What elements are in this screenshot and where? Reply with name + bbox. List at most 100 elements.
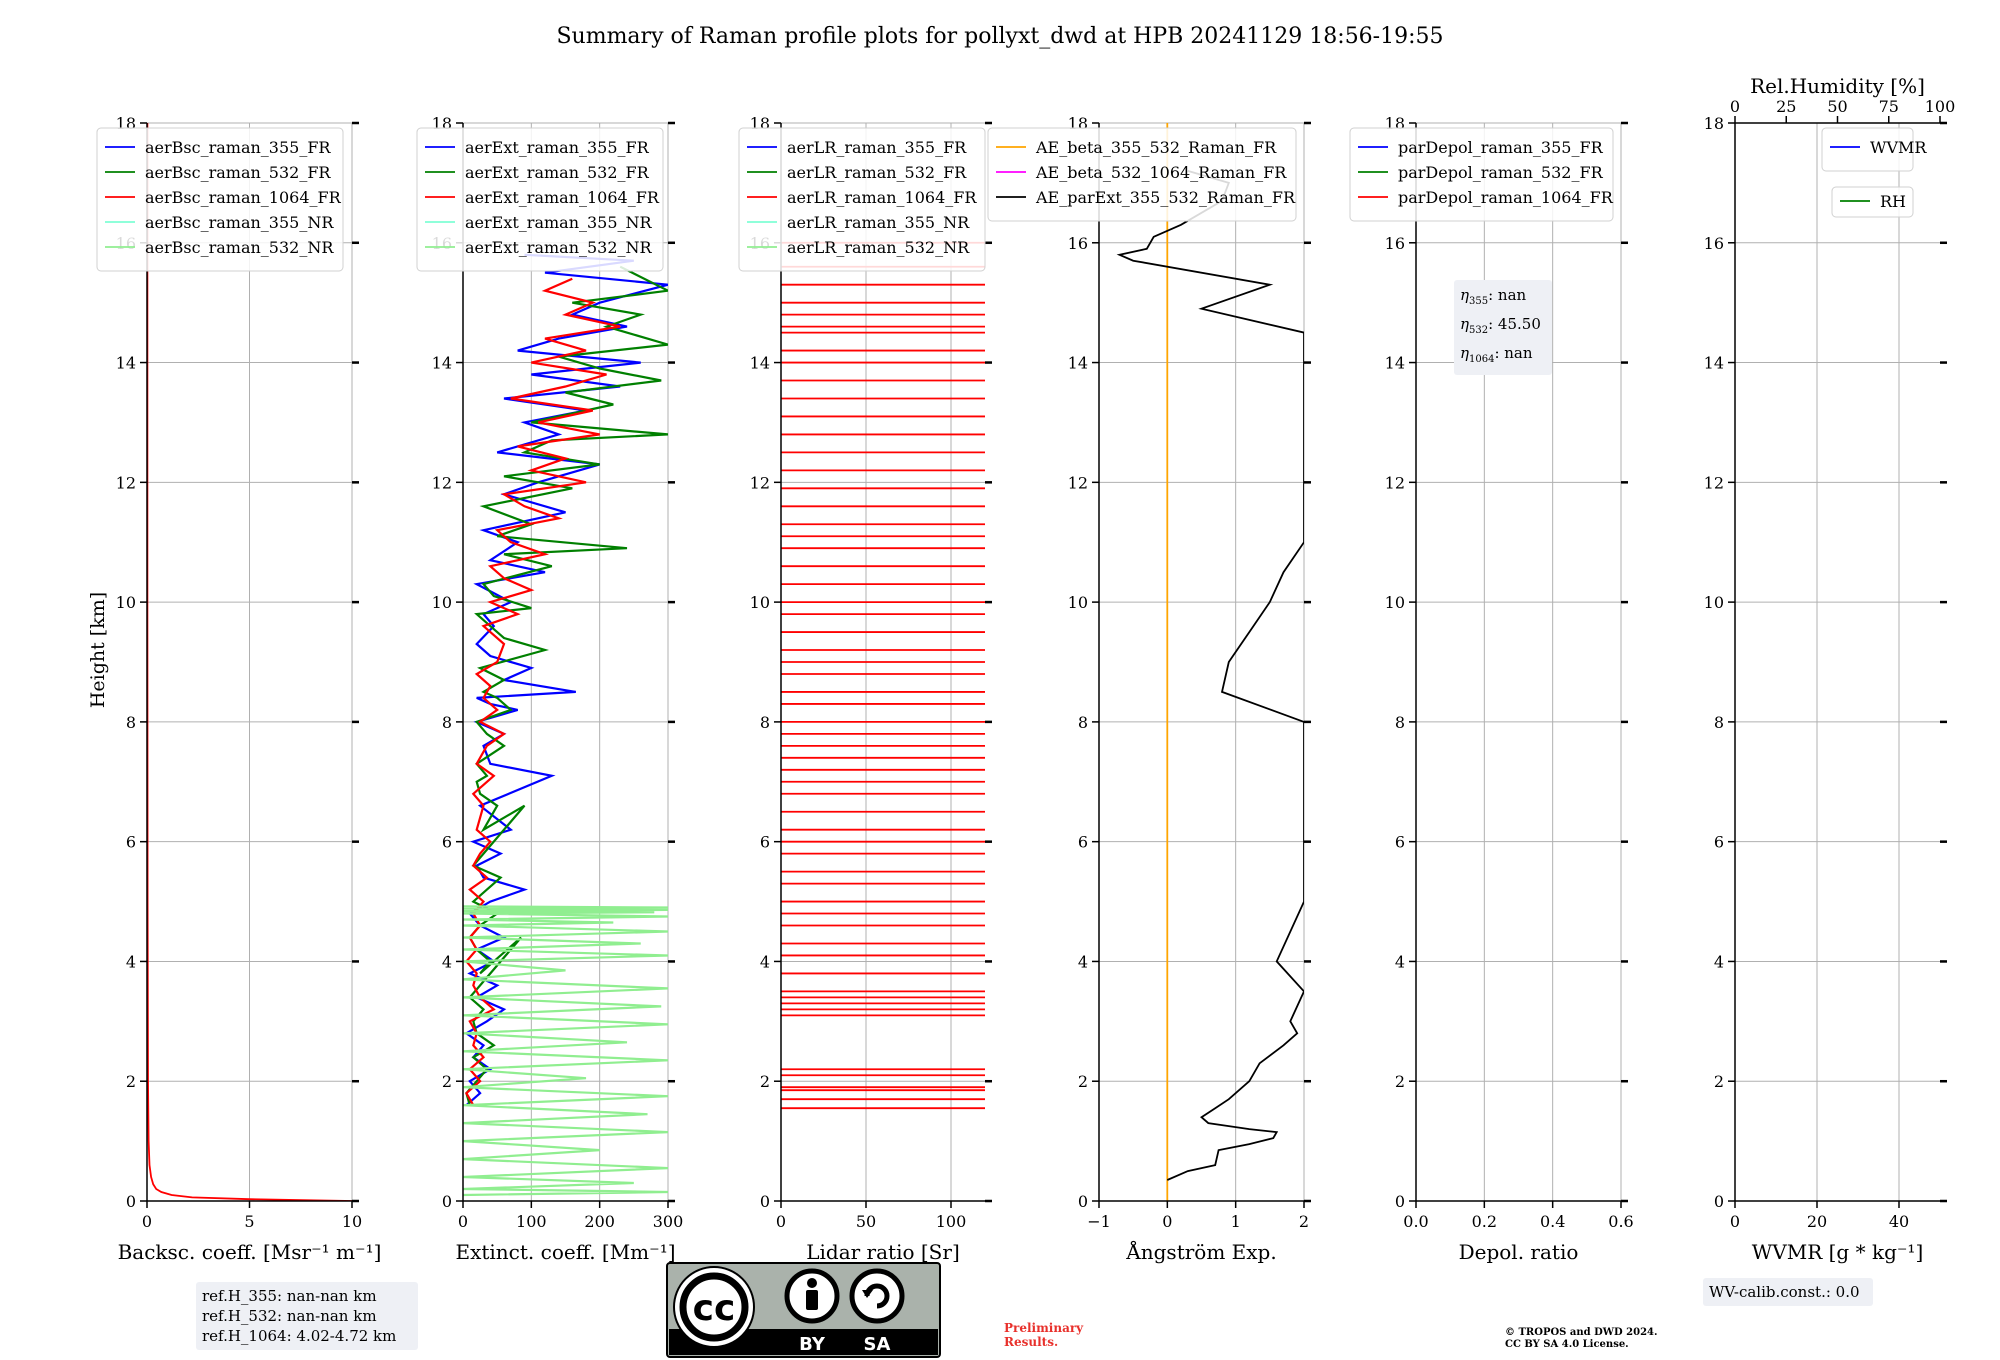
wv-calibration-box: WV-calib.const.: 0.0: [1703, 1278, 1873, 1306]
ref-height-355: ref.H_355: nan-nan km: [202, 1287, 377, 1305]
x-axis-label: Lidar ratio [Sr]: [806, 1240, 960, 1264]
legend-label: RH: [1880, 192, 1906, 211]
y-tick-label: 2: [760, 1072, 770, 1091]
y-tick-label: 4: [760, 952, 770, 971]
y-tick-label: 6: [1395, 833, 1405, 852]
y-tick-label: 4: [1395, 952, 1405, 971]
y-tick-label: 14: [432, 354, 452, 373]
x-tick-label: 50: [856, 1212, 876, 1231]
panel-wvmr: 0 2 4 6 8 10 12 14 16 18 0 20 40 WVMR [g * kg⁻¹] 0 25 50…: [1704, 74, 1956, 1264]
legend-label: aerLR_raman_1064_FR: [787, 188, 977, 207]
legend-label: aerBsc_raman_532_NR: [145, 238, 334, 257]
y-tick-label: 8: [760, 713, 770, 732]
y-tick-label: 0: [126, 1192, 136, 1211]
legend: aerBsc_raman_355_FR aerBsc_raman_532_FRae…: [96, 127, 344, 272]
series-group: [463, 253, 668, 1197]
x-axis-label: Depol. ratio: [1459, 1240, 1579, 1264]
x-tick-label: 0.0: [1403, 1212, 1428, 1231]
x-tick-label: 0: [1162, 1212, 1172, 1231]
y-tick-label: 10: [750, 593, 770, 612]
y-tick-label: 12: [1385, 473, 1405, 492]
top-x-tick-label: 75: [1879, 97, 1899, 116]
x-tick-label: 10: [342, 1212, 362, 1231]
eta-355: η355: nan: [1460, 286, 1527, 307]
legend-frame: [1349, 127, 1614, 222]
x-tick-label: 2: [1299, 1212, 1309, 1231]
y-tick-label: 4: [1714, 952, 1724, 971]
y-tick-label: 0: [1395, 1192, 1405, 1211]
legend-label: aerBsc_raman_355_NR: [145, 213, 334, 232]
copyright-note: © TROPOS and DWD 2024. CC BY SA 4.0 Lice…: [1505, 1327, 1658, 1350]
x-tick-label: 0: [458, 1212, 468, 1231]
y-tick-label: 2: [1714, 1072, 1724, 1091]
legend-label: aerBsc_raman_355_FR: [145, 138, 331, 157]
y-tick-label: 8: [1714, 713, 1724, 732]
legend: WVMR: [1821, 127, 1927, 172]
y-tick-label: 14: [1385, 354, 1405, 373]
share-alike-icon: [849, 1268, 905, 1324]
y-tick-label: 6: [760, 833, 770, 852]
y-axis-label: Height [km]: [87, 592, 109, 708]
panel-lidar_ratio: 024681012141618050100Lidar ratio [Sr]aer…: [738, 114, 992, 1264]
x-axis-label: Backsc. coeff. [Msr⁻¹ m⁻¹]: [118, 1240, 382, 1264]
legend-frame: [1831, 186, 1914, 218]
series-group: [781, 241, 985, 1110]
series-line-AE_parExt_355_532_Raman_FR: [1116, 170, 1304, 1181]
top-x-tick-label: 100: [1925, 97, 1956, 116]
y-tick-label: 14: [1704, 354, 1724, 373]
top-x-tick-label: 25: [1776, 97, 1796, 116]
x-axis-label: Extinct. coeff. [Mm⁻¹]: [455, 1240, 675, 1264]
legend-frame: [416, 127, 664, 272]
badge-by-label: BY: [799, 1334, 826, 1355]
wv-calib-const: WV-calib.const.: 0.0: [1709, 1283, 1860, 1301]
legend-frame: [96, 127, 344, 272]
legend-label: AE_parExt_355_532_Raman_FR: [1035, 188, 1296, 207]
eta-532: η532: 45.50: [1460, 315, 1541, 336]
badge-sa-label: SA: [864, 1334, 891, 1355]
x-tick-label: 200: [584, 1212, 615, 1231]
depol-eta-box: η355: nan η532: 45.50 η1064: nan: [1454, 280, 1552, 375]
y-tick-label: 4: [1078, 952, 1088, 971]
y-tick-label: 4: [442, 952, 452, 971]
reference-heights-box: ref.H_355: nan-nan km ref.H_532: nan-nan…: [196, 1282, 418, 1350]
top-x-axis-label: Rel.Humidity [%]: [1750, 74, 1925, 98]
x-tick-label: 100: [936, 1212, 967, 1231]
cc-logo-text: cc: [693, 1288, 736, 1329]
y-tick-label: 2: [1078, 1072, 1088, 1091]
legend-label: aerExt_raman_532_FR: [465, 163, 650, 182]
legend-label: aerExt_raman_532_NR: [465, 238, 653, 257]
series-line-aerExt_raman_532_FR: [465, 265, 668, 1106]
y-tick-label: 2: [442, 1072, 452, 1091]
legend-label: aerExt_raman_355_NR: [465, 213, 653, 232]
y-tick-label: 12: [116, 473, 136, 492]
legend-frame: [1821, 127, 1914, 172]
legend: parDepol_raman_355_FR parDepol_raman_532_…: [1349, 127, 1614, 222]
legend-label: WVMR: [1870, 138, 1927, 157]
y-tick-label: 18: [1704, 114, 1724, 133]
y-tick-label: 8: [126, 713, 136, 732]
series-line-aerExt_raman_532_NR: [463, 905, 668, 1197]
top-x-tick-label: 0: [1730, 97, 1740, 116]
x-axis-label: WVMR [g * kg⁻¹]: [1752, 1240, 1924, 1264]
y-tick-label: 4: [126, 952, 136, 971]
legend-label: aerLR_raman_355_NR: [787, 213, 970, 232]
y-tick-label: 10: [432, 593, 452, 612]
y-tick-label: 2: [126, 1072, 136, 1091]
y-tick-label: 12: [1704, 473, 1724, 492]
y-tick-label: 10: [1385, 593, 1405, 612]
x-tick-label: 300: [653, 1212, 684, 1231]
y-tick-label: 10: [1704, 593, 1724, 612]
legend-label: parDepol_raman_532_FR: [1398, 163, 1604, 182]
x-tick-label: 0: [1730, 1212, 1740, 1231]
y-tick-label: 8: [442, 713, 452, 732]
y-tick-label: 16: [1704, 234, 1724, 253]
legend-rh: RH: [1831, 186, 1914, 218]
y-tick-label: 0: [760, 1192, 770, 1211]
y-tick-label: 2: [1395, 1072, 1405, 1091]
legend-label: aerExt_raman_1064_FR: [465, 188, 660, 207]
series-line-aerLR_raman_532_FR: [781, 241, 985, 1110]
series-group: [1116, 123, 1304, 1201]
